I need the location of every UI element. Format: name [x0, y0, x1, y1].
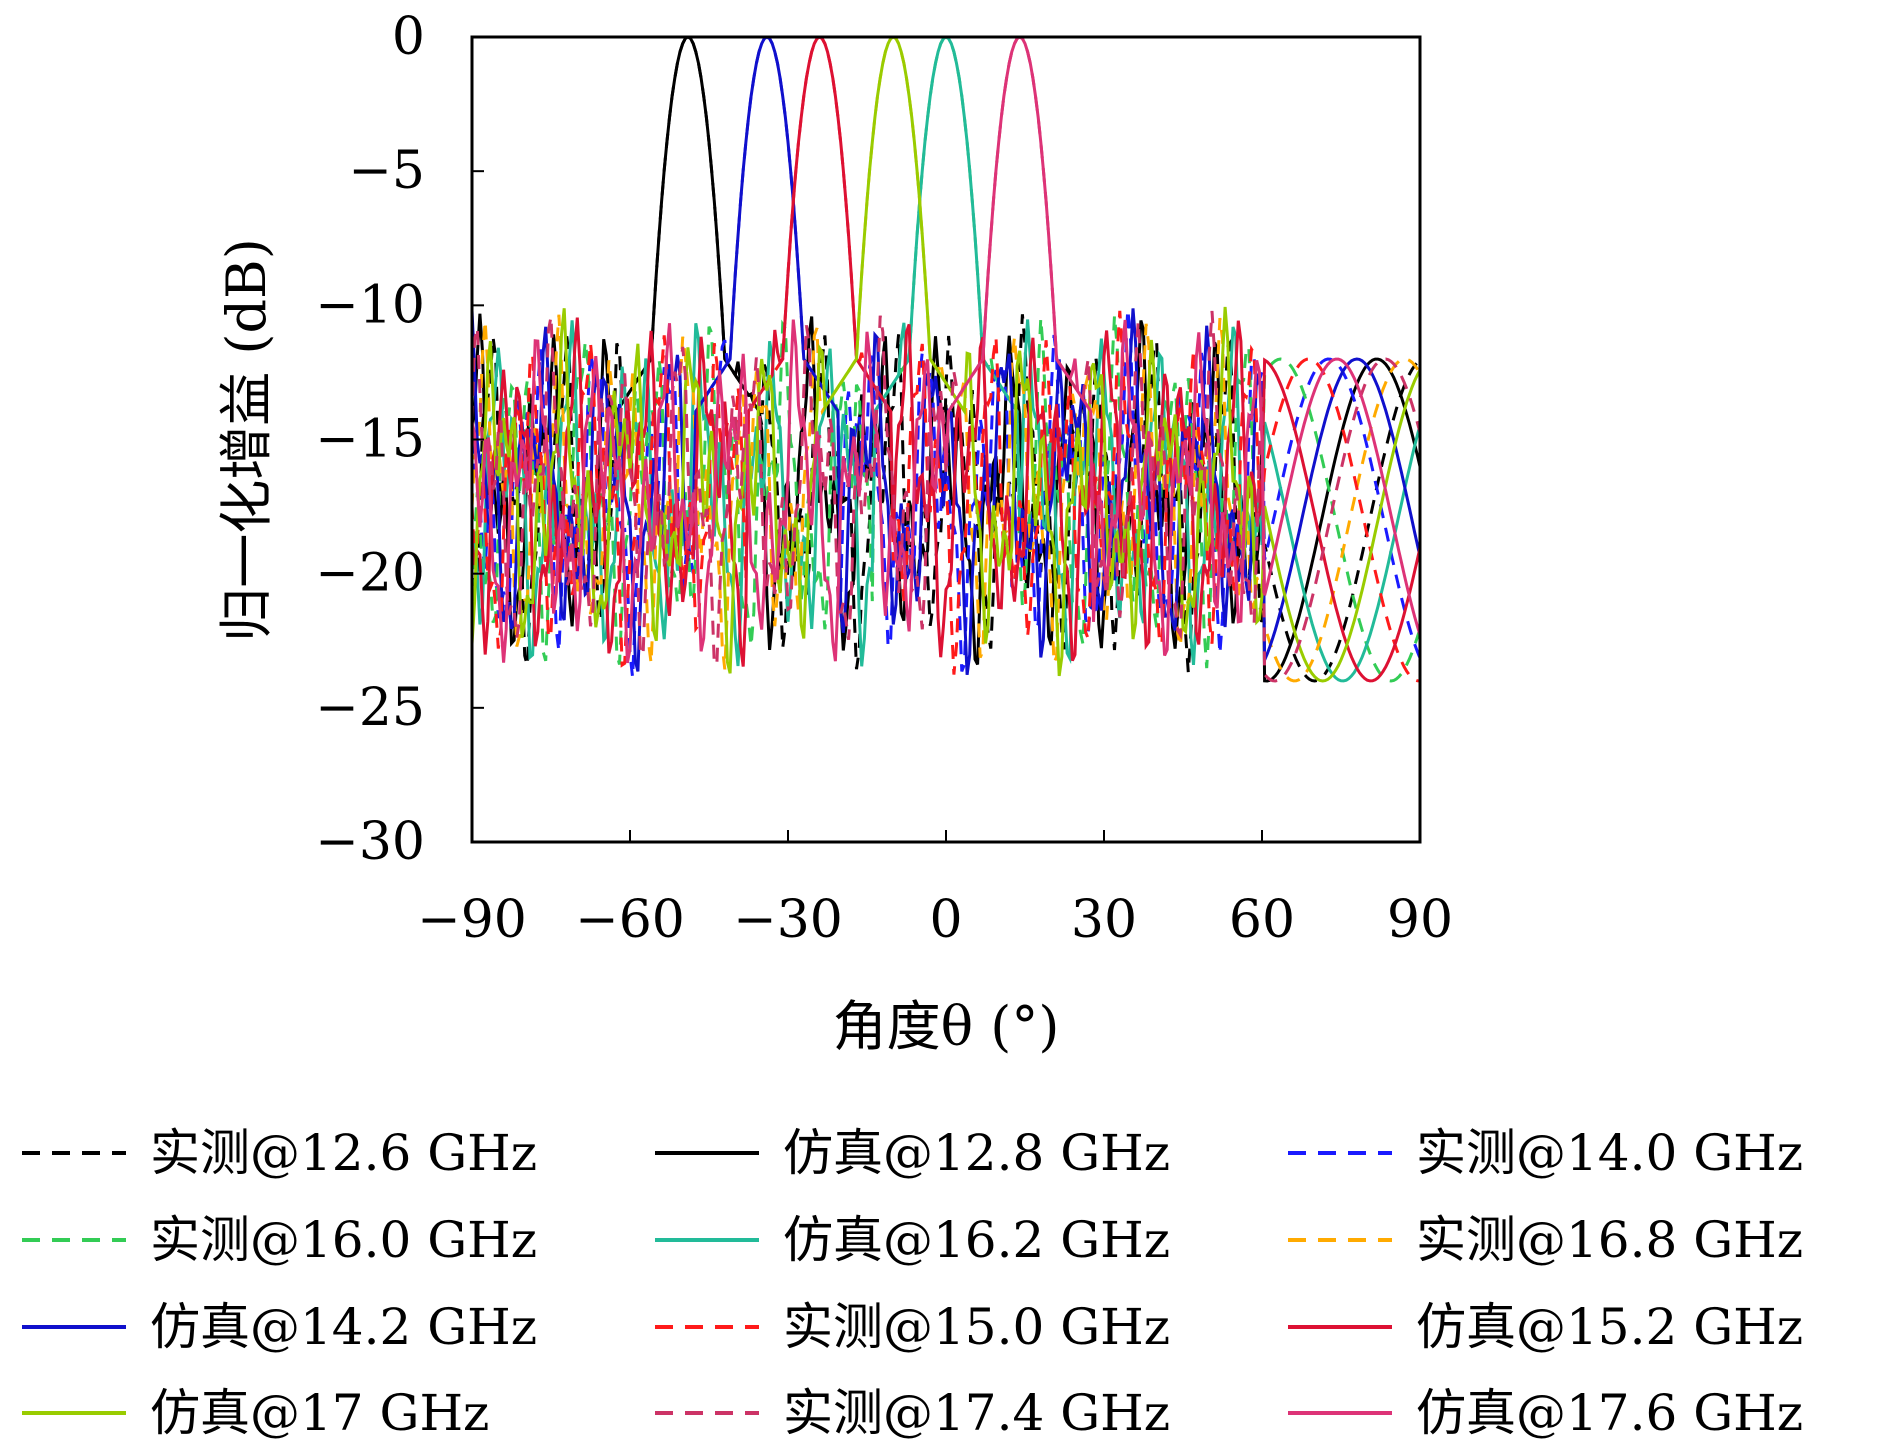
legend-label: 仿真@17.6 GHz [1416, 1384, 1803, 1442]
legend-label: 仿真@14.2 GHz [150, 1298, 537, 1356]
x-tick-label: 60 [1229, 890, 1295, 950]
y-tick-label: 0 [392, 7, 425, 67]
legend: 实测@12.6 GHz 仿真@12.8 GHz 实测@14.0 GHz 实测@16.0… [22, 1124, 1803, 1442]
y-tick-label: −5 [348, 141, 425, 201]
legend-label: 实测@16.8 GHz [1416, 1211, 1803, 1269]
y-tick-label: −10 [315, 275, 425, 335]
y-axis-label: 归一化增益 (dB) [215, 238, 278, 642]
x-tick-label: 90 [1387, 890, 1453, 950]
legend-label: 仿真@12.8 GHz [783, 1124, 1170, 1182]
x-tick-label: 30 [1071, 890, 1137, 950]
legend-label: 实测@15.0 GHz [783, 1298, 1170, 1356]
y-tick-label: −20 [315, 544, 425, 604]
series-line [472, 37, 1420, 675]
x-tick-label: −60 [575, 890, 685, 950]
legend-label: 实测@12.6 GHz [150, 1124, 537, 1182]
series-line [472, 37, 1420, 664]
y-tick-label: −25 [315, 678, 425, 738]
tick-layer: −90 −60 −30 0 30 60 90 0 −5 −10 −15 −20 −25 −30 [315, 7, 1453, 950]
legend-label: 仿真@17 GHz [150, 1384, 489, 1442]
y-tick-label: −30 [315, 812, 425, 872]
x-axis-label: 角度θ (°) [833, 995, 1060, 1058]
y-tick-label: −15 [315, 410, 425, 470]
legend-label: 实测@16.0 GHz [150, 1211, 537, 1269]
legend-label: 仿真@15.2 GHz [1416, 1298, 1803, 1356]
series-line [472, 37, 1420, 678]
series-line [472, 37, 1420, 683]
legend-label: 实测@17.4 GHz [783, 1384, 1170, 1442]
x-tick-label: −30 [733, 890, 843, 950]
legend-label: 实测@14.0 GHz [1416, 1124, 1803, 1182]
x-tick-label: −90 [417, 890, 527, 950]
series-layer [472, 37, 1420, 683]
x-tick-label: 0 [929, 890, 962, 950]
legend-label: 仿真@16.2 GHz [783, 1211, 1170, 1269]
